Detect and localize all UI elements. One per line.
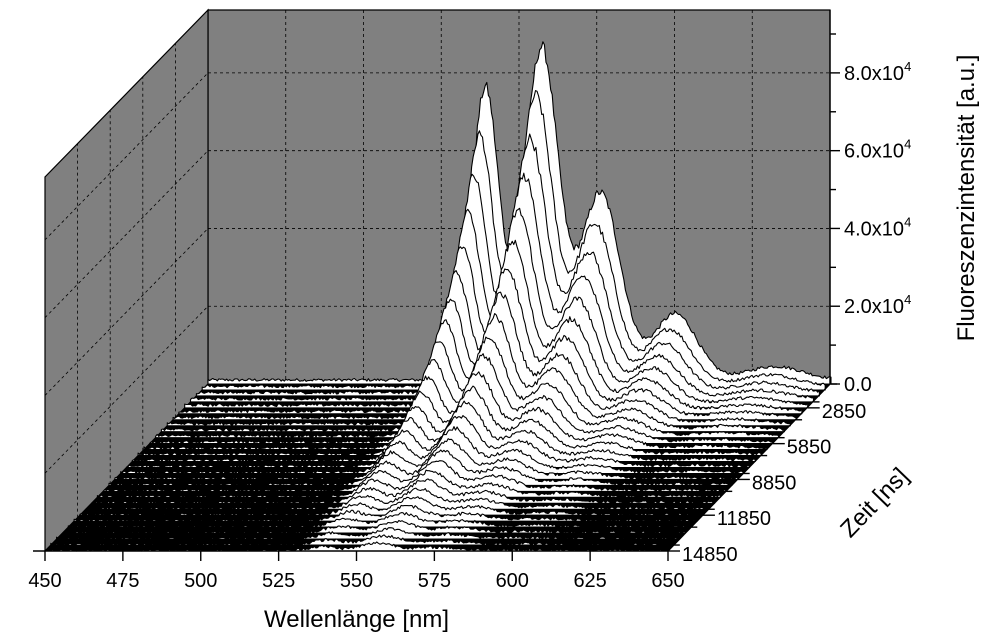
x-tick-label: 625 bbox=[573, 570, 606, 592]
x-tick-label: 525 bbox=[262, 570, 295, 592]
side-wall-horizontal-gridline bbox=[44, 305, 209, 474]
side-wall-horizontal-gridline bbox=[44, 150, 209, 318]
spectrum-trace bbox=[61, 519, 687, 534]
z-tick-label: 0.0 bbox=[844, 374, 872, 396]
z-axis-title: Fluoreszenzintensität [a.u.] bbox=[953, 55, 980, 342]
side-wall-horizontal-gridline bbox=[44, 72, 209, 241]
y-tick-label: 5850 bbox=[787, 437, 832, 459]
y-tick-label: 11850 bbox=[717, 508, 771, 530]
x-tick-label: 500 bbox=[184, 570, 217, 592]
z-tick-label: 2.0x104 bbox=[844, 292, 911, 318]
chart-axes: 450 475 500 525 550 575 600 625 650 2850 5850 8850 1… bbox=[28, 10, 911, 592]
y-axis-title: Zeit [ns] bbox=[835, 463, 914, 543]
y-tick-label: 8850 bbox=[752, 472, 797, 494]
spectrum-trace bbox=[44, 541, 669, 552]
x-tick-label: 450 bbox=[28, 570, 61, 592]
side-wall-horizontal-gridline bbox=[44, 228, 209, 396]
y-tick-label: 14850 bbox=[682, 544, 738, 566]
y-axis-line bbox=[667, 383, 831, 552]
x-tick-label: 600 bbox=[496, 570, 529, 592]
chart-traces bbox=[44, 41, 832, 552]
spectrum-trace bbox=[79, 496, 704, 516]
spectrum-trace bbox=[91, 478, 716, 504]
x-tick-label: 475 bbox=[106, 570, 139, 592]
x-tick-label: 575 bbox=[418, 570, 451, 592]
y-tick-label: 2850 bbox=[822, 401, 867, 423]
spectrum-trace bbox=[120, 426, 745, 475]
spectrum-trace bbox=[67, 512, 692, 528]
spectrum-trace bbox=[56, 527, 681, 540]
x-tick-label: 650 bbox=[651, 570, 684, 592]
z-tick-label: 6.0x104 bbox=[844, 137, 911, 163]
x-axis-title: Wellenlänge [nm] bbox=[264, 606, 449, 633]
chart-grid bbox=[44, 10, 830, 518]
spectrum-trace bbox=[50, 534, 675, 546]
x-tick-label: 550 bbox=[340, 570, 373, 592]
z-tick-label: 8.0x104 bbox=[844, 59, 911, 85]
z-tick-label: 4.0x104 bbox=[844, 214, 911, 240]
